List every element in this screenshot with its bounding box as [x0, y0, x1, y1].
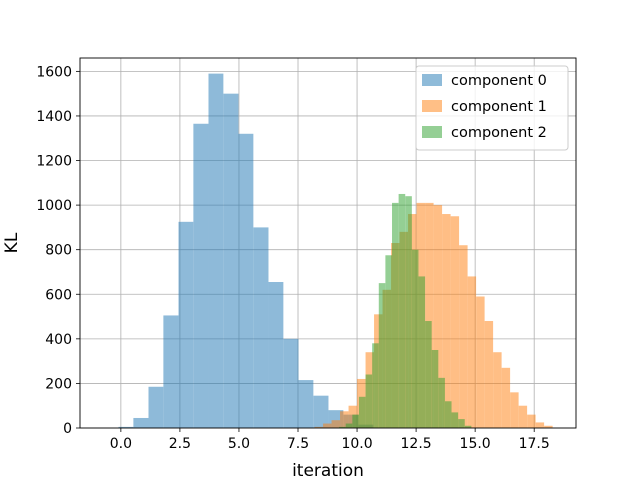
histogram-bar — [345, 423, 353, 428]
histogram-bar — [193, 123, 209, 428]
x-tick-label: 5.0 — [228, 436, 250, 452]
histogram-bar — [459, 245, 468, 428]
legend-swatch — [422, 74, 442, 86]
histogram-bar — [431, 349, 439, 428]
histogram-bar — [372, 343, 379, 428]
plot-frame — [79, 57, 577, 429]
legend-box — [415, 65, 569, 151]
histogram-bar — [313, 395, 329, 428]
x-tick-label: 17.5 — [519, 436, 550, 452]
legend-swatch — [422, 126, 442, 138]
y-tick-label: 1000 — [36, 198, 72, 214]
histogram-bar — [392, 202, 399, 428]
x-axis-label: iteration — [292, 461, 364, 480]
histogram-bar — [510, 392, 519, 428]
histogram-bar — [352, 414, 359, 428]
histogram-bar — [178, 221, 194, 428]
histogram-bar — [418, 276, 426, 428]
histogram-bar — [223, 93, 239, 428]
histogram-bar — [442, 214, 451, 428]
y-tick-label: 1200 — [36, 154, 72, 170]
histogram-bar — [283, 338, 299, 428]
series-0-bars — [118, 73, 374, 428]
series-2-bars — [339, 193, 472, 428]
histogram-bar — [527, 414, 536, 428]
y-tick-label: 800 — [45, 243, 72, 259]
legend-swatch — [422, 100, 442, 112]
histogram-bar — [253, 227, 269, 428]
histogram-bar — [425, 321, 432, 428]
histogram-bar — [450, 216, 460, 428]
histogram-bar — [163, 315, 179, 428]
legend-label: component 2 — [451, 125, 547, 141]
y-tick-label: 200 — [45, 376, 72, 392]
histogram-bar — [268, 282, 284, 428]
legend-label: component 1 — [451, 99, 547, 115]
histogram-bar — [340, 411, 349, 428]
bars — [118, 73, 553, 428]
histogram-bar — [484, 321, 494, 428]
x-tick-label: 7.5 — [287, 436, 309, 452]
ticks: 0.0 2.5 5.0 7.5 10.0 12.5 15.0 17.5 0 200 400 600 80… — [36, 64, 549, 452]
y-tick-label: 400 — [45, 332, 72, 348]
histogram-bar — [365, 374, 373, 428]
histogram-bar — [433, 205, 443, 428]
x-tick-label: 15.0 — [460, 436, 491, 452]
histogram-bar — [493, 352, 502, 428]
y-tick-label: 0 — [63, 421, 72, 437]
histogram-bar — [323, 423, 332, 428]
histogram-bar — [314, 426, 324, 428]
x-tick-label: 0.0 — [110, 436, 132, 452]
histogram-bar — [501, 367, 511, 428]
histogram-bar — [385, 255, 393, 428]
legend-label: component 0 — [451, 73, 547, 89]
histogram-bar — [444, 401, 452, 428]
x-tick-label: 2.5 — [169, 436, 191, 452]
histogram-bar — [358, 396, 366, 428]
histogram-bar — [458, 419, 465, 428]
histogram-bar — [544, 425, 553, 428]
histogram-bar — [535, 422, 545, 428]
histogram-bar — [298, 380, 314, 428]
histogram-bar — [133, 417, 149, 428]
histogram-bar — [118, 426, 134, 428]
histogram-bar — [476, 296, 485, 428]
histogram-bar — [238, 133, 254, 428]
histogram-bar — [518, 405, 528, 428]
histogram-bar — [208, 73, 224, 428]
histogram-bar — [411, 249, 419, 428]
histogram-bar — [425, 202, 434, 428]
histogram-bar — [331, 420, 341, 428]
histogram-bar — [148, 386, 164, 428]
y-tick-label: 1400 — [36, 109, 72, 125]
histogram-bar — [451, 412, 459, 428]
histogram-bar — [398, 193, 406, 428]
x-tick-label: 10.0 — [341, 436, 372, 452]
histogram-bar — [467, 276, 477, 428]
histogram-bar — [405, 196, 412, 428]
histogram-bar — [339, 426, 346, 428]
legend: component 0 component 1 component 2 — [415, 65, 569, 151]
histogram-bar — [378, 283, 386, 428]
y-tick-label: 1600 — [36, 64, 72, 80]
y-tick-label: 600 — [45, 287, 72, 303]
histogram-bar — [464, 425, 472, 428]
histogram-bar — [438, 377, 445, 428]
y-axis-label: KL — [2, 232, 22, 253]
x-tick-label: 12.5 — [401, 436, 432, 452]
